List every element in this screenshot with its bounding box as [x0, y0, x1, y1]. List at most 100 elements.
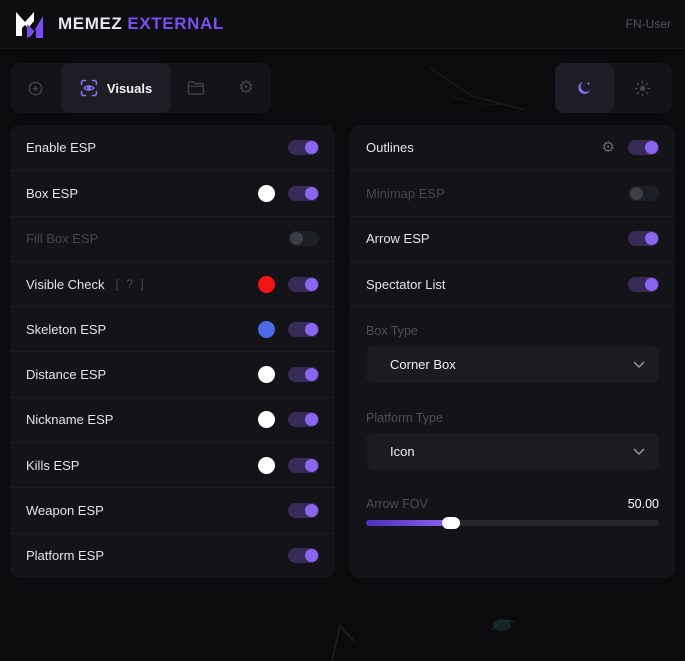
row-label: Kills ESP	[26, 457, 80, 473]
row-weapon-esp: Weapon ESP	[10, 487, 335, 532]
brand-name-accent: EXTERNAL	[127, 14, 224, 33]
toggle-knob	[305, 141, 318, 155]
kills-esp-toggle[interactable]	[288, 457, 319, 473]
kills-esp-color-swatch[interactable]	[258, 456, 275, 474]
row-skeleton-esp: Skeleton ESP	[10, 306, 335, 351]
brand-name: MEMEZ	[58, 14, 123, 33]
toggle-knob	[645, 277, 658, 291]
nickname-esp-color-swatch[interactable]	[258, 411, 275, 429]
moon-icon	[578, 81, 590, 94]
skeleton-esp-toggle[interactable]	[288, 321, 319, 337]
gear-icon: ⚙	[237, 77, 255, 98]
row-label: Nickname ESP	[26, 412, 114, 428]
row-label: Outlines	[366, 140, 414, 156]
header: MEMEZ EXTERNAL FN-User	[0, 0, 685, 49]
spectator-list-toggle[interactable]	[628, 276, 659, 292]
visible-check-color-swatch[interactable]	[258, 275, 275, 293]
minimap-esp-toggle[interactable]	[628, 185, 659, 201]
toggle-knob	[630, 186, 643, 200]
nav-tab-group: Visuals ⚙	[11, 63, 271, 113]
arrow-esp-toggle[interactable]	[628, 231, 659, 247]
tab-visuals[interactable]: Visuals	[60, 63, 172, 113]
user-label: FN-User	[625, 17, 671, 31]
brand-title: MEMEZ EXTERNAL	[58, 14, 224, 34]
toggle-knob	[305, 549, 318, 563]
outlines-toggle[interactable]	[628, 140, 659, 156]
platform-esp-toggle[interactable]	[288, 548, 319, 564]
theme-dark-button[interactable]	[555, 63, 614, 113]
arrow-fov-slider[interactable]	[366, 517, 659, 530]
nickname-esp-toggle[interactable]	[288, 412, 319, 428]
toggle-knob	[645, 141, 658, 155]
row-label: Platform ESP	[26, 548, 105, 564]
esp-options-panel: Outlines ⚙ Minimap ESP Arrow ESP Spectat…	[350, 125, 675, 578]
toggle-knob	[305, 186, 318, 200]
tab-bar: Visuals ⚙	[0, 63, 685, 113]
distance-esp-color-swatch[interactable]	[258, 366, 275, 384]
row-visible-check: Visible Check [ ? ]	[10, 260, 335, 306]
row-arrow-esp: Arrow ESP	[350, 215, 675, 261]
box-esp-color-swatch[interactable]	[258, 184, 275, 202]
box-type-select[interactable]: Corner Box	[366, 346, 659, 384]
toggle-knob	[305, 277, 318, 291]
row-label: Minimap ESP	[366, 185, 445, 201]
tab-aim[interactable]	[11, 63, 61, 113]
platform-type-value: Icon	[390, 444, 415, 460]
chevron-down-icon	[633, 361, 645, 368]
theme-light-button[interactable]	[614, 63, 673, 113]
tab-settings[interactable]: ⚙	[221, 63, 271, 113]
help-hint: [ ? ]	[115, 277, 146, 292]
slider-fill	[366, 520, 451, 527]
crosshair-icon	[29, 81, 43, 95]
visible-check-toggle[interactable]	[288, 276, 319, 292]
row-label: Box ESP	[26, 185, 79, 201]
distance-esp-toggle[interactable]	[288, 367, 319, 383]
platform-type-select[interactable]: Icon	[366, 433, 659, 471]
row-kills-esp: Kills ESP	[10, 442, 335, 487]
sun-icon	[634, 80, 651, 96]
row-label: Enable ESP	[26, 140, 97, 156]
row-label: Arrow ESP	[366, 231, 430, 247]
tab-configs[interactable]	[171, 63, 221, 113]
box-esp-toggle[interactable]	[288, 185, 319, 201]
outlines-settings-gear-icon[interactable]: ⚙	[601, 138, 615, 157]
row-distance-esp: Distance ESP	[10, 351, 335, 396]
folder-icon	[187, 81, 205, 95]
weapon-esp-toggle[interactable]	[288, 503, 319, 519]
row-minimap-esp: Minimap ESP	[350, 170, 675, 215]
toggle-knob	[290, 232, 303, 246]
row-box-esp: Box ESP	[10, 170, 335, 215]
slider-handle[interactable]	[441, 517, 460, 530]
tab-visuals-label: Visuals	[106, 80, 153, 96]
row-label: Fill Box ESP	[26, 231, 99, 247]
row-fill-box-esp: Fill Box ESP	[10, 215, 335, 261]
box-type-value: Corner Box	[390, 357, 456, 373]
row-outlines: Outlines ⚙	[350, 125, 675, 170]
theme-toggle-group	[555, 63, 672, 113]
row-label: Skeleton ESP	[26, 321, 107, 337]
esp-settings-panel: Enable ESP Box ESP Fill Box ESP Visible …	[10, 125, 335, 578]
platform-type-label: Platform Type	[366, 411, 443, 426]
arrow-fov-value: 50.00	[627, 497, 659, 512]
arrow-fov-label: Arrow FOV	[366, 497, 428, 512]
toggle-knob	[645, 232, 658, 246]
eye-scan-icon	[80, 79, 98, 97]
row-spectator-list: Spectator List	[350, 260, 675, 306]
toggle-knob	[305, 322, 318, 336]
toggle-knob	[305, 368, 318, 382]
brand-logo-icon	[16, 12, 43, 38]
toggle-knob	[305, 504, 318, 518]
fill-box-esp-toggle[interactable]	[288, 231, 319, 247]
enable-esp-toggle[interactable]	[288, 140, 319, 156]
box-type-label: Box Type	[366, 324, 418, 339]
row-platform-esp: Platform ESP	[10, 532, 335, 578]
skeleton-esp-color-swatch[interactable]	[258, 320, 275, 338]
row-nickname-esp: Nickname ESP	[10, 396, 335, 442]
toggle-knob	[305, 413, 318, 427]
chevron-down-icon	[633, 448, 645, 455]
row-label: Visible Check	[26, 276, 105, 292]
row-label: Distance ESP	[26, 367, 107, 383]
row-label: Spectator List	[366, 276, 446, 292]
row-label: Weapon ESP	[26, 503, 104, 519]
row-enable-esp: Enable ESP	[10, 125, 335, 170]
